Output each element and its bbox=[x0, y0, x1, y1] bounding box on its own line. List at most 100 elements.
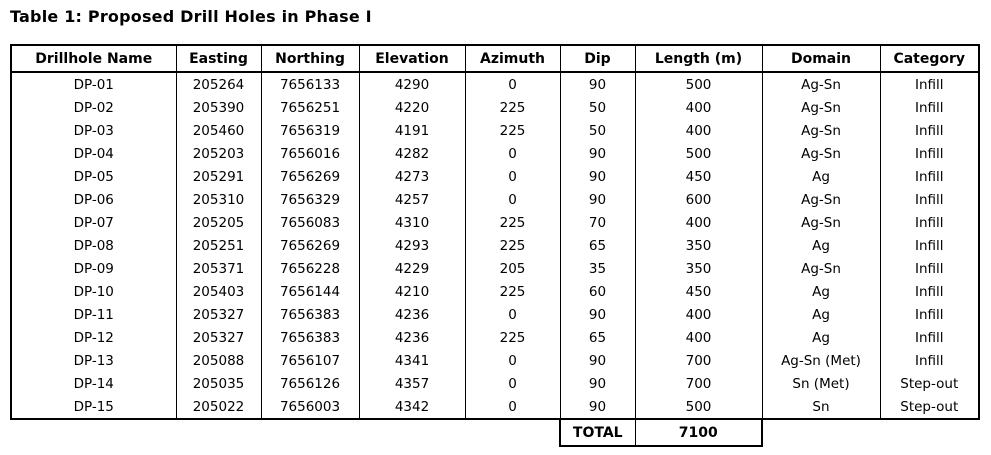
table-cell: 0 bbox=[464, 303, 561, 326]
table-cell: 205203 bbox=[175, 142, 262, 165]
table-cell: 50 bbox=[559, 119, 636, 142]
table-cell: Ag bbox=[761, 165, 881, 188]
table-cell: 7656133 bbox=[260, 72, 360, 96]
table-cell: 700 bbox=[634, 349, 763, 372]
table-cell: 4229 bbox=[358, 257, 466, 280]
total-value: 7100 bbox=[634, 419, 763, 447]
table-cell: Ag-Sn bbox=[761, 119, 881, 142]
table-cell: DP-06 bbox=[10, 188, 177, 211]
table-cell: 700 bbox=[634, 372, 763, 395]
table-cell: DP-13 bbox=[10, 349, 177, 372]
table-cell: Infill bbox=[879, 72, 980, 96]
table-cell: 205035 bbox=[175, 372, 262, 395]
table-cell: 4220 bbox=[358, 96, 466, 119]
table-cell: 7656383 bbox=[260, 303, 360, 326]
table-row: DP-04 205203 7656016 4282 0 90 500 Ag-Sn Infill bbox=[10, 142, 980, 165]
table-cell: DP-01 bbox=[10, 72, 177, 96]
table-cell: 7656251 bbox=[260, 96, 360, 119]
table-cell: Infill bbox=[879, 119, 980, 142]
table-cell: 7656083 bbox=[260, 211, 360, 234]
table-cell: 400 bbox=[634, 96, 763, 119]
table-cell: 90 bbox=[559, 72, 636, 96]
table-cell: 205264 bbox=[175, 72, 262, 96]
table-cell: 205371 bbox=[175, 257, 262, 280]
table-cell: 7656107 bbox=[260, 349, 360, 372]
table-cell: 225 bbox=[464, 326, 561, 349]
table-cell: DP-11 bbox=[10, 303, 177, 326]
table-cell: 225 bbox=[464, 211, 561, 234]
table-body: DP-01 205264 7656133 4290 0 90 500 Ag-Sn Infill D… bbox=[10, 72, 980, 420]
total-row: TOTAL 7100 bbox=[11, 419, 979, 447]
table-cell: 7656383 bbox=[260, 326, 360, 349]
table-cell: Infill bbox=[879, 234, 980, 257]
table-cell: 4310 bbox=[358, 211, 466, 234]
column-header-length: Length (m) bbox=[634, 44, 763, 73]
table-cell: Step-out bbox=[879, 395, 980, 420]
table-cell: 4273 bbox=[358, 165, 466, 188]
table-cell: 4210 bbox=[358, 280, 466, 303]
table-cell: DP-09 bbox=[10, 257, 177, 280]
table-cell: 7656144 bbox=[260, 280, 360, 303]
table-cell: 0 bbox=[464, 372, 561, 395]
table-caption: Table 1: Proposed Drill Holes in Phase I bbox=[10, 7, 372, 26]
table-cell: 205251 bbox=[175, 234, 262, 257]
table-cell: 205460 bbox=[175, 119, 262, 142]
table-cell: 0 bbox=[464, 395, 561, 420]
table-row: DP-12 205327 7656383 4236 225 65 400 Ag Infill bbox=[10, 326, 980, 349]
table-cell: 205327 bbox=[175, 303, 262, 326]
table-cell: Ag-Sn bbox=[761, 211, 881, 234]
table-cell: 65 bbox=[559, 234, 636, 257]
table-cell: 400 bbox=[634, 211, 763, 234]
table-cell: DP-03 bbox=[10, 119, 177, 142]
table-cell: 90 bbox=[559, 303, 636, 326]
table-cell: DP-08 bbox=[10, 234, 177, 257]
table-cell: 7656016 bbox=[260, 142, 360, 165]
table-cell: 90 bbox=[559, 142, 636, 165]
table-cell: 90 bbox=[559, 372, 636, 395]
table-cell: 4357 bbox=[358, 372, 466, 395]
table-cell: 0 bbox=[464, 188, 561, 211]
table-cell: DP-02 bbox=[10, 96, 177, 119]
table-cell: Ag-Sn bbox=[761, 72, 881, 96]
table-row: DP-13 205088 7656107 4341 0 90 700 Ag-Sn (Met) I… bbox=[10, 349, 980, 372]
table-cell: Ag bbox=[761, 303, 881, 326]
table-cell: 7656228 bbox=[260, 257, 360, 280]
table-cell: 7656269 bbox=[260, 165, 360, 188]
table-cell: DP-12 bbox=[10, 326, 177, 349]
table-cell: Ag-Sn (Met) bbox=[761, 349, 881, 372]
total-label: TOTAL bbox=[559, 419, 636, 447]
table-cell: 205205 bbox=[175, 211, 262, 234]
table-cell: Infill bbox=[879, 349, 980, 372]
table-cell: DP-07 bbox=[10, 211, 177, 234]
column-header-domain: Domain bbox=[761, 44, 881, 73]
table-cell: 205291 bbox=[175, 165, 262, 188]
table-cell: Infill bbox=[879, 142, 980, 165]
table-cell: 4342 bbox=[358, 395, 466, 420]
table-row: DP-05 205291 7656269 4273 0 90 450 Ag Infill bbox=[10, 165, 980, 188]
table-cell: 205327 bbox=[175, 326, 262, 349]
table-cell: 205088 bbox=[175, 349, 262, 372]
table-cell: Ag-Sn bbox=[761, 257, 881, 280]
table-cell: 400 bbox=[634, 303, 763, 326]
table-cell: DP-04 bbox=[10, 142, 177, 165]
table-cell: 7656319 bbox=[260, 119, 360, 142]
table-cell: DP-15 bbox=[10, 395, 177, 420]
table-cell: 4257 bbox=[358, 188, 466, 211]
column-header-category: Category bbox=[879, 44, 980, 73]
table-row: DP-08 205251 7656269 4293 225 65 350 Ag Infill bbox=[10, 234, 980, 257]
table-cell: Infill bbox=[879, 188, 980, 211]
table-cell: 4341 bbox=[358, 349, 466, 372]
table-cell: 500 bbox=[634, 142, 763, 165]
table-cell: Infill bbox=[879, 96, 980, 119]
table-cell: 500 bbox=[634, 395, 763, 420]
table-cell: 90 bbox=[559, 395, 636, 420]
column-header-easting: Easting bbox=[175, 44, 262, 73]
table-cell: 205403 bbox=[175, 280, 262, 303]
table-cell: 205390 bbox=[175, 96, 262, 119]
table-cell: 35 bbox=[559, 257, 636, 280]
table-cell: 225 bbox=[464, 234, 561, 257]
total-row-spacer-right bbox=[762, 419, 979, 446]
table-row: DP-15 205022 7656003 4342 0 90 500 Sn Step-out bbox=[10, 395, 980, 420]
table-row: DP-10 205403 7656144 4210 225 60 450 Ag Infill bbox=[10, 280, 980, 303]
column-header-dip: Dip bbox=[559, 44, 636, 73]
